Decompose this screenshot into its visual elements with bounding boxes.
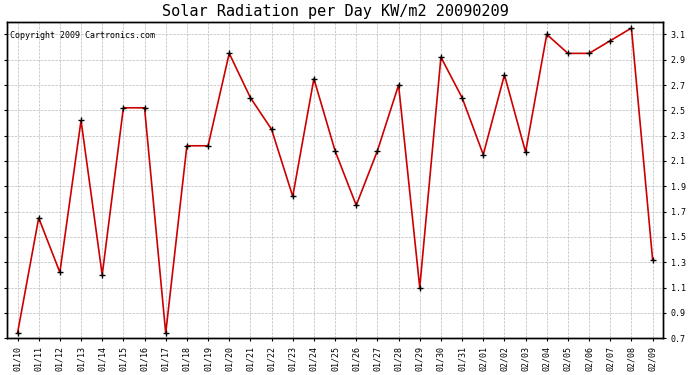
Title: Solar Radiation per Day KW/m2 20090209: Solar Radiation per Day KW/m2 20090209 [161,4,509,19]
Text: Copyright 2009 Cartronics.com: Copyright 2009 Cartronics.com [10,31,155,40]
